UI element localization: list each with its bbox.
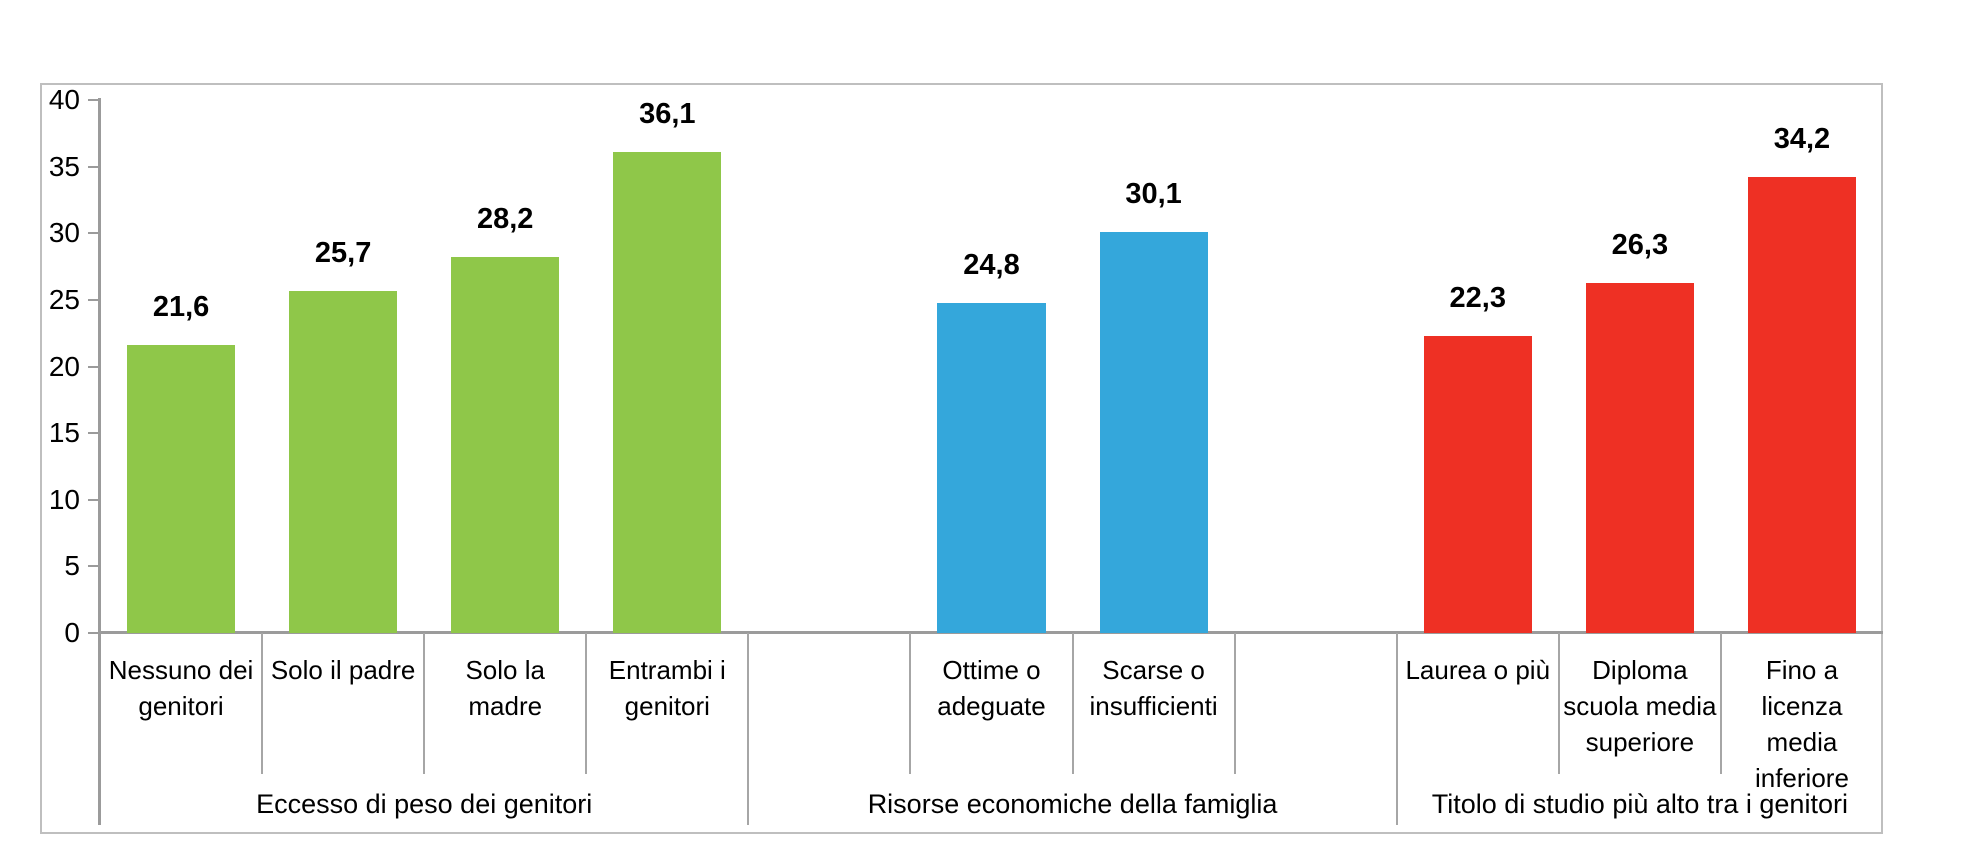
bar-value-label: 25,7 (314, 236, 372, 269)
category-label: Scarse o insufficienti (1089, 655, 1218, 721)
y-tick-mark (88, 365, 100, 368)
bar (451, 257, 560, 633)
category-separator-line (1557, 633, 1560, 774)
group-label: Eccesso di peso dei genitori (256, 789, 593, 819)
bar (127, 345, 236, 633)
y-tick-label: 25 (48, 283, 80, 315)
y-tick-mark (88, 232, 100, 235)
bar-value-label: 26,3 (1611, 228, 1669, 261)
y-tick-label: 10 (48, 483, 80, 515)
y-tick-label: 30 (48, 217, 80, 249)
category-separator-line (1071, 633, 1074, 774)
category-label: Ottime o adeguate (937, 655, 1046, 721)
bar-value-label: 34,2 (1773, 123, 1831, 156)
group-boundary-line (747, 633, 750, 825)
category-separator-line (585, 633, 588, 774)
y-tick-label: 35 (48, 150, 80, 182)
y-tick-label: 5 (64, 550, 80, 582)
bar-value-label: 28,2 (476, 203, 534, 236)
category-separator-line (423, 633, 426, 774)
y-tick-mark (88, 432, 100, 435)
bar-value-label: 30,1 (1125, 177, 1182, 210)
group-label: Titolo di studio più alto tra i genitori (1431, 789, 1848, 819)
y-tick-mark (88, 165, 100, 168)
y-tick-label: 20 (48, 350, 80, 382)
bar (613, 151, 722, 633)
category-label: Nessuno dei genitori (108, 655, 254, 721)
y-tick-mark (88, 498, 100, 501)
category-label: Fino a licenza media inferiore (1754, 655, 1849, 793)
bar-value-label: 24,8 (963, 248, 1020, 281)
bar (1747, 177, 1856, 633)
bar (1099, 231, 1208, 633)
bar-value-label: 21,6 (152, 291, 210, 324)
category-separator-line (1233, 633, 1236, 774)
bar-value-label: 36,1 (639, 97, 696, 130)
bar-value-label: 22,3 (1449, 281, 1506, 314)
y-tick-label: 40 (48, 84, 80, 115)
y-tick-label: 15 (48, 417, 80, 449)
y-tick-label: 0 (64, 617, 80, 648)
category-label: Laurea o più (1405, 655, 1551, 685)
category-separator-line (261, 633, 264, 774)
bar (289, 290, 398, 633)
y-tick-mark (88, 565, 100, 568)
category-label: Solo il padre (270, 655, 416, 685)
group-boundary-line (1395, 633, 1398, 825)
category-separator-line (909, 633, 912, 774)
y-tick-mark (88, 99, 100, 101)
category-label: Diploma scuola media superiore (1563, 655, 1717, 757)
category-label: Entrambi i genitori (608, 655, 726, 721)
bar (1585, 282, 1694, 633)
y-tick-mark (88, 632, 100, 634)
y-axis (98, 98, 101, 825)
y-tick-mark (88, 298, 100, 301)
group-label: Risorse economiche della famiglia (867, 789, 1278, 819)
category-label: Solo la madre (465, 655, 545, 721)
bar (1423, 335, 1532, 633)
bar (937, 302, 1046, 633)
category-separator-line (1719, 633, 1722, 774)
